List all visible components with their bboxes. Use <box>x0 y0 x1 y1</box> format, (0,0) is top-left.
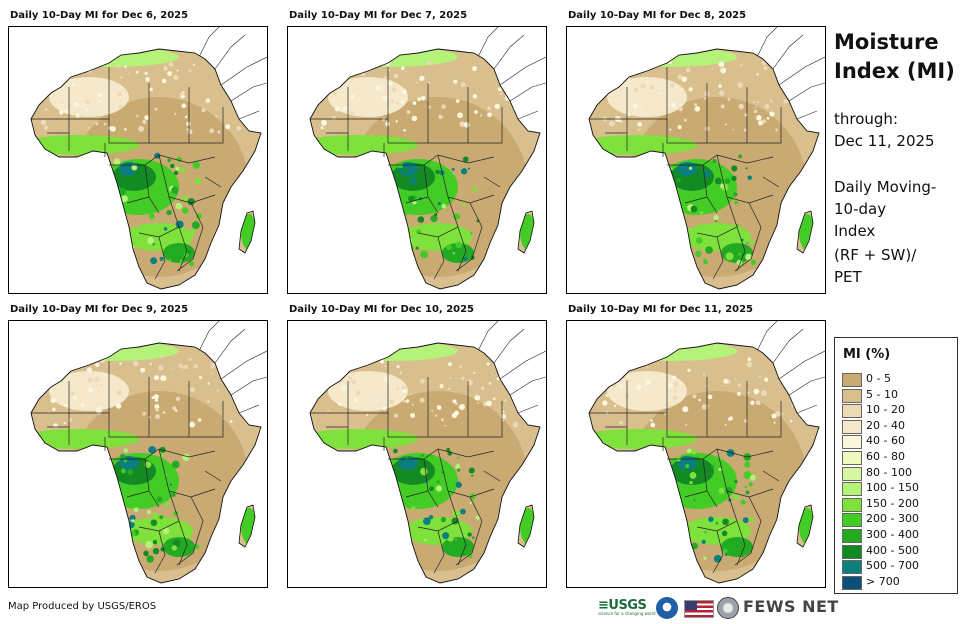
map-panel-title: Daily 10-Day MI for Dec 7, 2025 <box>289 10 468 21</box>
legend-label: 500 - 700 <box>866 559 919 573</box>
legend-label: 20 - 40 <box>866 418 905 432</box>
description-line1: Daily Moving- <box>834 178 937 196</box>
legend-label: 400 - 500 <box>866 543 919 557</box>
map-panel-1: Daily 10-Day MI for Dec 6, 2025 <box>8 10 270 296</box>
description-line3: Index <box>834 222 876 240</box>
legend-box: MI (%) 0 - 5 5 - 10 10 - 20 20 - 40 40 - 60 6… <box>834 337 958 594</box>
noaa-logo-icon <box>656 597 678 619</box>
map-panel-6: Daily 10-Day MI for Dec 11, 2025 <box>566 304 828 590</box>
legend-label: 200 - 300 <box>866 512 919 526</box>
through-label: through: <box>834 110 898 128</box>
map-panel-title: Daily 10-Day MI for Dec 8, 2025 <box>568 10 747 21</box>
usgs-tagline: science for a changing world <box>598 611 656 616</box>
moisture-map <box>287 320 547 588</box>
through-date: Dec 11, 2025 <box>834 132 935 150</box>
moisture-map <box>287 26 547 294</box>
legend-swatch <box>842 451 862 465</box>
map-panel-3: Daily 10-Day MI for Dec 8, 2025 <box>566 10 828 296</box>
legend-label: 10 - 20 <box>866 403 905 417</box>
map-panel-title: Daily 10-Day MI for Dec 11, 2025 <box>568 304 754 315</box>
usgs-logo-text: ≡USGS <box>598 598 647 613</box>
legend-label: 300 - 400 <box>866 528 919 541</box>
legend-title: MI (%) <box>843 347 891 362</box>
description-line2: 10-day <box>834 200 887 218</box>
usgs-logo: ≡USGS science for a changing world <box>598 598 656 616</box>
africa-map-svg <box>588 27 825 290</box>
map-panel-4: Daily 10-Day MI for Dec 9, 2025 <box>8 304 270 590</box>
legend-swatch <box>842 435 862 450</box>
legend-label: 0 - 5 <box>866 372 891 385</box>
map-panel-title: Daily 10-Day MI for Dec 6, 2025 <box>10 10 189 21</box>
us-flag-icon <box>684 600 714 618</box>
legend-swatch <box>842 466 862 481</box>
legend-label: 150 - 200 <box>866 496 919 510</box>
sidebar-title: Moisture Index (MI) <box>834 28 955 86</box>
legend-swatch <box>842 544 862 559</box>
africa-map-svg <box>30 27 267 290</box>
africa-map-svg <box>30 321 267 584</box>
legend-swatch <box>842 419 862 434</box>
legend-label: 5 - 10 <box>866 387 898 401</box>
moisture-map <box>8 26 268 294</box>
legend-swatch <box>842 529 862 543</box>
legend-swatch <box>842 388 862 403</box>
moisture-map <box>566 26 826 294</box>
through-block: through: Dec 11, 2025 <box>834 108 935 152</box>
sidebar-title-line1: Moisture <box>834 30 939 54</box>
moisture-map <box>566 320 826 588</box>
map-panel-5: Daily 10-Day MI for Dec 10, 2025 <box>287 304 549 590</box>
legend-swatch <box>842 497 862 512</box>
legend-swatch <box>842 373 862 387</box>
sidebar-title-line2: Index (MI) <box>834 59 955 83</box>
formula-line1: (RF + SW)/ <box>834 246 917 264</box>
africa-map-svg <box>309 27 546 290</box>
fews-net-logo: FEWS NET <box>743 597 839 616</box>
legend-label: 60 - 80 <box>866 450 905 463</box>
legend-label: 80 - 100 <box>866 465 912 479</box>
legend-swatch <box>842 575 862 590</box>
legend-swatch <box>842 513 862 528</box>
legend-swatch <box>842 560 862 575</box>
legend-label: > 700 <box>866 574 900 588</box>
formula-block: (RF + SW)/ PET <box>834 244 916 288</box>
map-panel-title: Daily 10-Day MI for Dec 10, 2025 <box>289 304 475 315</box>
formula-line2: PET <box>834 268 862 286</box>
africa-map-svg <box>588 321 825 584</box>
state-dept-seal-icon <box>717 597 739 619</box>
legend-label: 40 - 60 <box>866 434 905 448</box>
africa-map-svg <box>309 321 546 584</box>
legend-label: 100 - 150 <box>866 481 919 495</box>
legend-swatch <box>842 404 862 419</box>
legend-swatch <box>842 482 862 497</box>
description-block: Daily Moving- 10-day Index <box>834 176 936 242</box>
map-panel-title: Daily 10-Day MI for Dec 9, 2025 <box>10 304 189 315</box>
map-credit: Map Produced by USGS/EROS <box>8 601 157 612</box>
moisture-map <box>8 320 268 588</box>
map-panel-2: Daily 10-Day MI for Dec 7, 2025 <box>287 10 549 296</box>
